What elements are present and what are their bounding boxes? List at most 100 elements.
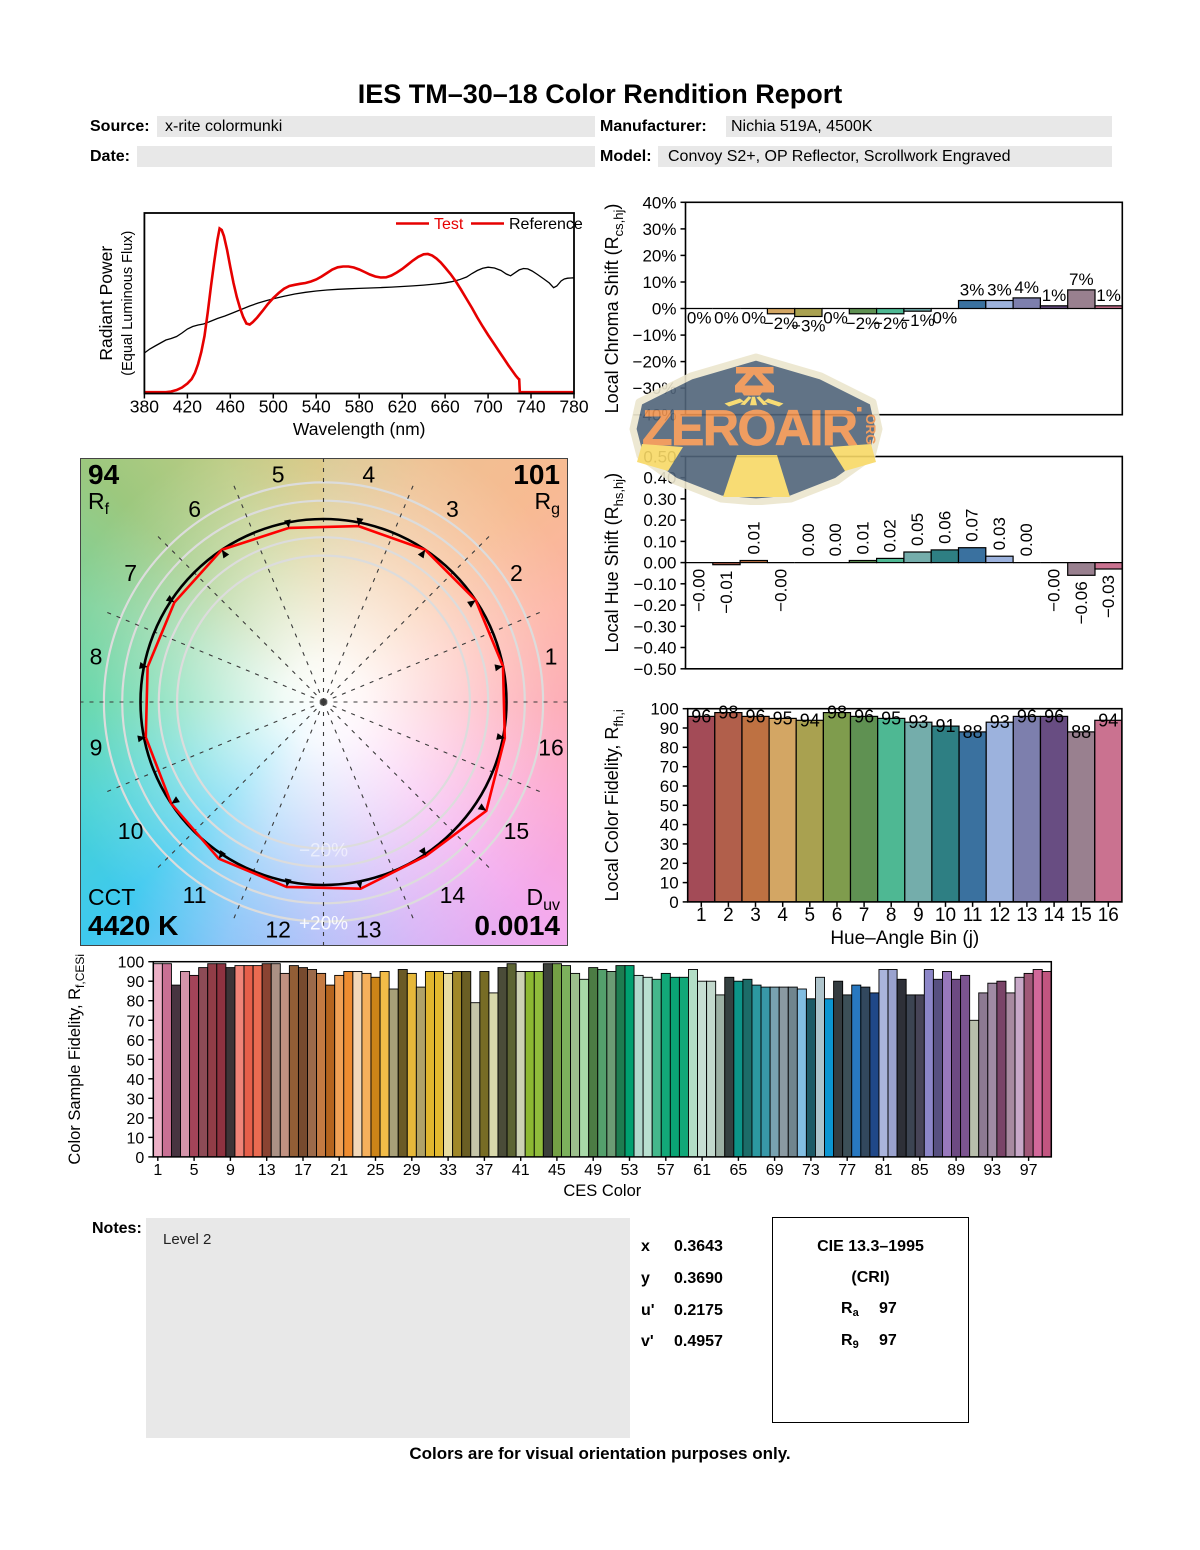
- svg-text:13: 13: [258, 1162, 276, 1179]
- svg-text:0.06: 0.06: [935, 511, 954, 544]
- svg-text:2: 2: [723, 905, 734, 926]
- svg-text:5: 5: [190, 1162, 199, 1179]
- svg-text:0: 0: [135, 1150, 144, 1167]
- svg-text:1: 1: [153, 1162, 162, 1179]
- svg-text:93: 93: [908, 712, 928, 732]
- svg-text:3: 3: [750, 905, 761, 926]
- svg-text:20: 20: [660, 854, 679, 873]
- svg-text:−1%: −1%: [900, 311, 935, 330]
- svg-text:0.00: 0.00: [799, 523, 818, 556]
- svg-text:−2%: −2%: [764, 314, 799, 333]
- svg-text:0.02: 0.02: [881, 519, 900, 552]
- svg-text:0%: 0%: [714, 309, 739, 328]
- svg-text:29: 29: [403, 1162, 421, 1179]
- svg-text:2: 2: [510, 560, 523, 586]
- svg-text:57: 57: [657, 1162, 675, 1179]
- svg-text:13: 13: [356, 917, 382, 943]
- svg-text:41: 41: [512, 1162, 530, 1179]
- svg-text:96: 96: [1044, 706, 1064, 726]
- svg-text:10: 10: [127, 1130, 145, 1147]
- svg-text:3: 3: [446, 496, 459, 522]
- svg-text:Wavelength (nm): Wavelength (nm): [293, 419, 426, 439]
- svg-text:12: 12: [989, 905, 1010, 926]
- svg-text:−0.03: −0.03: [1099, 575, 1118, 618]
- svg-text:−0.50: −0.50: [633, 660, 676, 679]
- svg-text:30: 30: [127, 1091, 145, 1108]
- svg-text:0.03: 0.03: [990, 517, 1009, 550]
- svg-text:14: 14: [440, 882, 466, 908]
- svg-text:0.00: 0.00: [643, 554, 676, 573]
- svg-text:90: 90: [127, 974, 145, 991]
- svg-text:40: 40: [127, 1072, 145, 1089]
- svg-text:60: 60: [660, 777, 679, 796]
- svg-text:0%: 0%: [823, 309, 848, 328]
- svg-text:60: 60: [127, 1033, 145, 1050]
- svg-text:9: 9: [90, 734, 103, 760]
- svg-text:0.00: 0.00: [826, 523, 845, 556]
- svg-text:−2%: −2%: [846, 314, 881, 333]
- svg-text:21: 21: [330, 1162, 348, 1179]
- svg-text:88: 88: [1071, 722, 1091, 742]
- svg-text:81: 81: [875, 1162, 893, 1179]
- svg-text:8: 8: [90, 644, 103, 670]
- svg-text:15: 15: [1071, 905, 1092, 926]
- svg-text:10%: 10%: [642, 273, 676, 292]
- svg-text:−0.00: −0.00: [772, 569, 791, 612]
- svg-text:93: 93: [983, 1162, 1001, 1179]
- svg-text:73: 73: [802, 1162, 820, 1179]
- svg-text:−10%: −10%: [633, 326, 677, 345]
- svg-text:33: 33: [439, 1162, 457, 1179]
- svg-text:10: 10: [935, 905, 956, 926]
- svg-text:1: 1: [696, 905, 707, 926]
- svg-text:780: 780: [559, 397, 588, 417]
- svg-text:14: 14: [1044, 905, 1066, 926]
- svg-text:30: 30: [660, 835, 679, 854]
- svg-text:−2%: −2%: [873, 314, 908, 333]
- svg-text:ORG: ORG: [863, 414, 878, 445]
- svg-text:+20%: +20%: [299, 914, 348, 935]
- svg-text:11: 11: [183, 882, 207, 908]
- svg-text:1%: 1%: [1042, 286, 1067, 305]
- svg-text:15: 15: [504, 818, 530, 844]
- svg-text:Rg: Rg: [534, 488, 560, 518]
- svg-text:94: 94: [88, 459, 120, 490]
- svg-text:Local Hue Shift (Rhs,hj): Local Hue Shift (Rhs,hj): [602, 473, 626, 653]
- svg-text:94: 94: [800, 710, 820, 730]
- svg-text:101: 101: [513, 459, 560, 490]
- svg-text:90: 90: [660, 719, 679, 738]
- svg-text:0.07: 0.07: [963, 509, 982, 542]
- svg-text:9: 9: [913, 905, 924, 926]
- svg-text:100: 100: [118, 955, 145, 972]
- svg-text:0.05: 0.05: [908, 513, 927, 546]
- svg-text:5: 5: [805, 905, 816, 926]
- svg-text:0%: 0%: [933, 309, 958, 328]
- svg-text:−0.00: −0.00: [690, 569, 709, 612]
- svg-text:Radiant Power: Radiant Power: [96, 246, 116, 361]
- svg-text:65: 65: [730, 1162, 748, 1179]
- svg-text:89: 89: [947, 1162, 965, 1179]
- svg-text:61: 61: [693, 1162, 711, 1179]
- svg-text:1: 1: [545, 644, 558, 670]
- svg-text:97: 97: [1020, 1162, 1038, 1179]
- svg-text:30%: 30%: [642, 220, 676, 239]
- svg-text:CES Color: CES Color: [563, 1182, 641, 1200]
- svg-text:0.20: 0.20: [643, 511, 676, 530]
- svg-text:7: 7: [859, 905, 870, 926]
- svg-text:50: 50: [660, 796, 679, 815]
- svg-text:CCT: CCT: [88, 884, 135, 910]
- svg-text:4: 4: [362, 462, 375, 488]
- svg-text:96: 96: [854, 706, 874, 726]
- svg-text:500: 500: [259, 397, 288, 417]
- svg-text:0.10: 0.10: [643, 532, 676, 551]
- svg-text:660: 660: [430, 397, 459, 417]
- svg-text:94: 94: [1098, 710, 1118, 730]
- svg-text:0.01: 0.01: [853, 521, 872, 554]
- svg-text:620: 620: [388, 397, 417, 417]
- svg-text:0: 0: [669, 893, 678, 912]
- svg-text:Rf: Rf: [88, 488, 110, 518]
- svg-text:−0.06: −0.06: [1072, 581, 1091, 624]
- svg-text:16: 16: [1098, 905, 1119, 926]
- svg-text:10: 10: [660, 874, 679, 893]
- svg-text:80: 80: [127, 994, 145, 1011]
- svg-text:5: 5: [272, 462, 285, 488]
